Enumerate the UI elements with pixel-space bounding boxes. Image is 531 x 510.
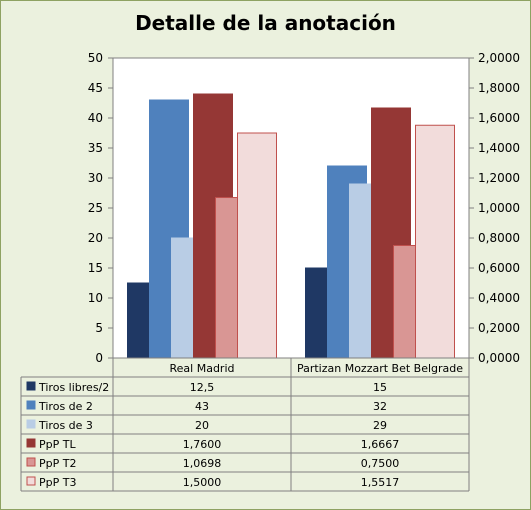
y-left-tick-label: 0 <box>95 351 103 365</box>
legend-swatch-0 <box>26 381 36 391</box>
data-label-cell: 0,7500 <box>361 457 400 470</box>
y-left-tick-label: 40 <box>88 111 103 125</box>
y-left-tick-label: 35 <box>88 141 103 155</box>
data-label-cell: 32 <box>373 400 387 413</box>
y-left-tick-label: 15 <box>88 261 103 275</box>
legend-swatch-4 <box>26 457 36 467</box>
x-tick-label-category: Partizan Mozzart Bet Belgrade <box>297 362 463 375</box>
y-right-tick-label: 0,2000 <box>478 321 520 335</box>
y-right-tick-label: 1,0000 <box>478 201 520 215</box>
data-label-cell: 43 <box>195 400 209 413</box>
y-left-tick-label: 50 <box>88 51 103 65</box>
data-label-cell: 20 <box>195 419 209 432</box>
legend-entry-name: Tiros de 3 <box>38 419 93 432</box>
y-right-tick-label: 2,0000 <box>478 51 520 65</box>
legend-entry-name: Tiros de 2 <box>38 400 93 413</box>
y-right-tick-label: 1,8000 <box>478 81 520 95</box>
y-left-tick-label: 45 <box>88 81 103 95</box>
y-right-tick-label: 0,0000 <box>478 351 520 365</box>
legend-swatch-3 <box>26 438 36 448</box>
legend-entry-name: PpP TL <box>39 438 76 451</box>
y-left-tick-label: 20 <box>88 231 103 245</box>
data-label-cell: 29 <box>373 419 387 432</box>
legend-swatch-2 <box>26 419 36 429</box>
y-left-tick-label: 25 <box>88 201 103 215</box>
y-left-tick-label: 10 <box>88 291 103 305</box>
y-right-tick-label: 1,4000 <box>478 141 520 155</box>
data-label-cell: 1,5517 <box>361 476 400 489</box>
y-right-tick-label: 0,8000 <box>478 231 520 245</box>
y-right-tick-label: 1,2000 <box>478 171 520 185</box>
x-tick-label-category: Real Madrid <box>170 362 235 375</box>
legend-entry-name: PpP T3 <box>39 476 76 489</box>
bar-ppp-t3-1 <box>415 124 455 359</box>
legend-entry-name: PpP T2 <box>39 457 76 470</box>
bar-ppp-t3-0 <box>237 132 277 359</box>
y-left-tick-label: 30 <box>88 171 103 185</box>
legend-swatch-5 <box>26 476 36 486</box>
data-label-cell: 1,0698 <box>183 457 222 470</box>
data-label-cell: 12,5 <box>190 381 215 394</box>
y-right-tick-label: 1,6000 <box>478 111 520 125</box>
legend-entry-name: Tiros libres/2 <box>38 381 109 394</box>
data-label-cell: 1,6667 <box>361 438 400 451</box>
data-label-cell: 1,5000 <box>183 476 222 489</box>
legend-swatch-1 <box>26 400 36 410</box>
y-right-tick-label: 0,6000 <box>478 261 520 275</box>
y-left-tick-label: 5 <box>95 321 103 335</box>
y-right-tick-label: 0,4000 <box>478 291 520 305</box>
data-label-cell: 1,7600 <box>183 438 222 451</box>
data-label-cell: 15 <box>373 381 387 394</box>
chart-title: Detalle de la anotación <box>135 11 396 35</box>
